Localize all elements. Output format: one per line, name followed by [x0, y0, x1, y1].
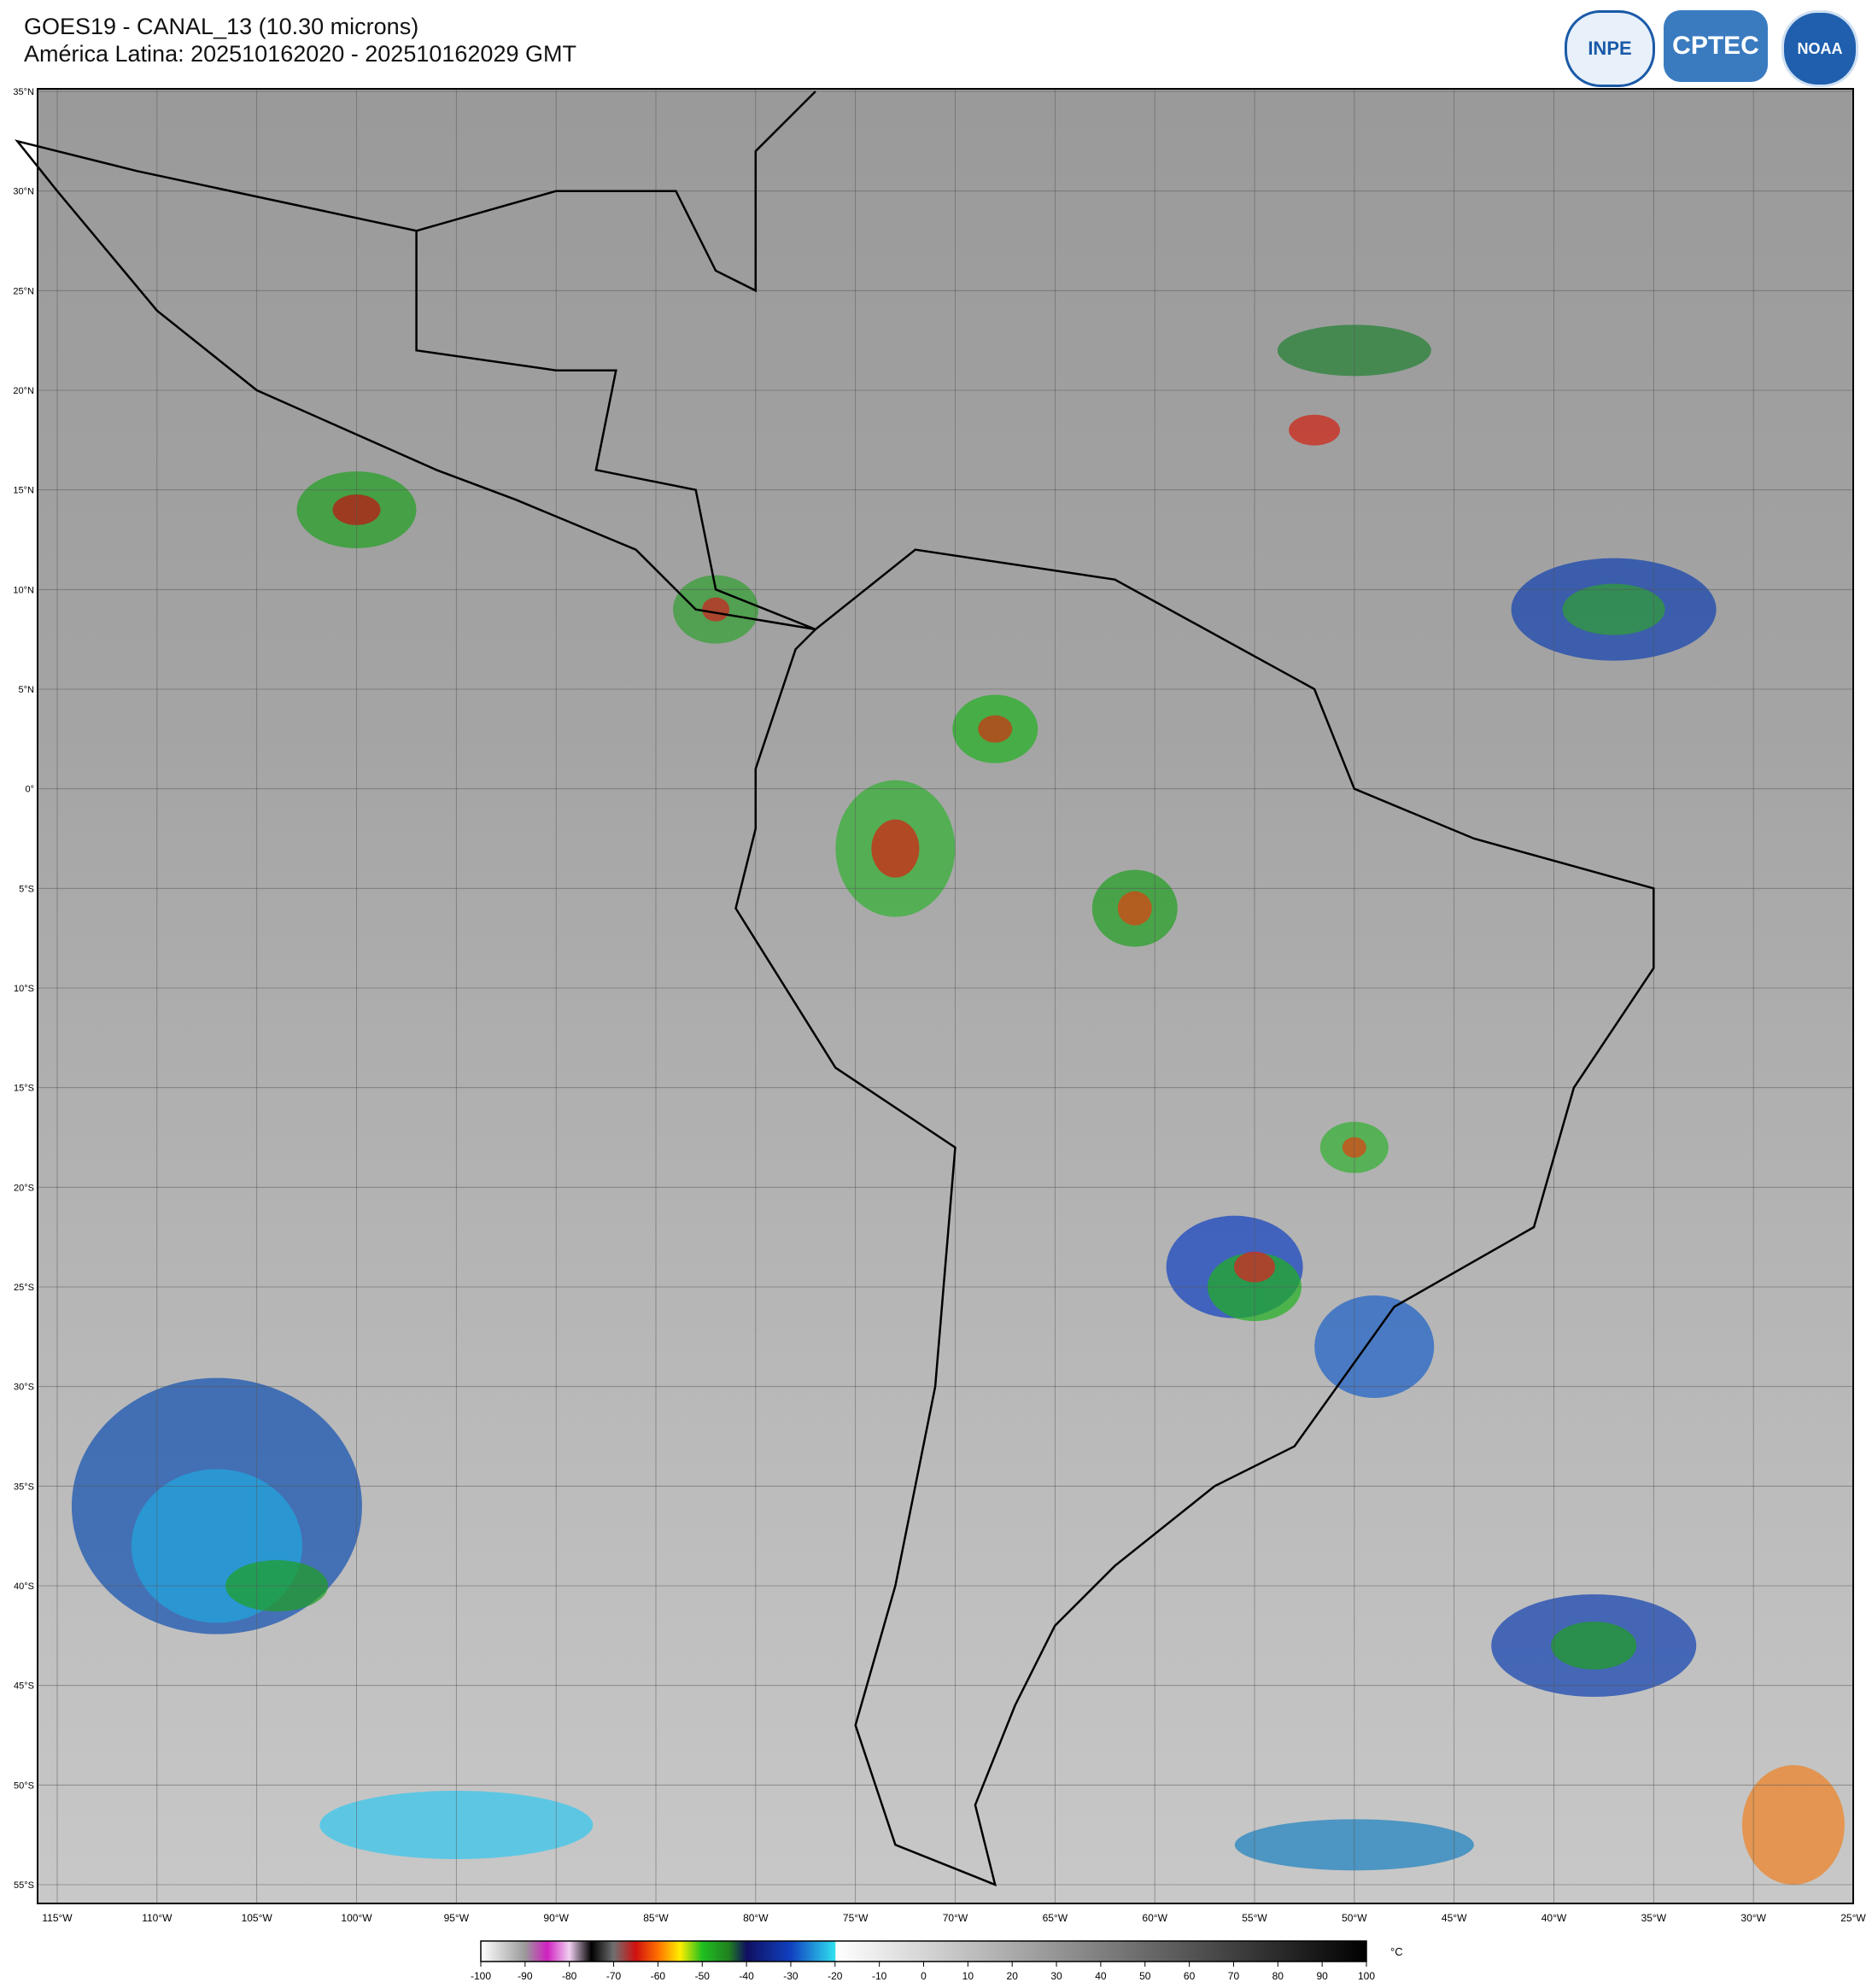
latitude-label: 30°N [13, 187, 34, 197]
longitude-label: 60°W [1142, 1912, 1167, 1924]
latitude-label: 55°S [14, 1880, 34, 1891]
longitude-label: 30°W [1740, 1912, 1766, 1924]
colorbar-tick-label: -60 [651, 1970, 666, 1982]
map-frame [37, 88, 1854, 1904]
colorbar-tick-label: -100 [471, 1970, 491, 1982]
latitude-label: 50°S [14, 1780, 34, 1791]
colorbar-tick-label: -40 [739, 1970, 754, 1982]
latitude-label: 30°S [14, 1383, 34, 1393]
cloud-cluster [1562, 583, 1665, 635]
latitude-label: 25°N [13, 286, 34, 296]
colorbar-tick-label: 50 [1139, 1970, 1151, 1982]
colorbar-tick-label: 80 [1272, 1970, 1284, 1982]
colorbar-tick-label: 10 [962, 1970, 974, 1982]
longitude-label: 80°W [743, 1912, 769, 1924]
subtitle: América Latina: 202510162020 - 202510162… [24, 41, 576, 67]
colorbar-tick-label: -80 [562, 1970, 577, 1982]
longitude-label: 25°W [1840, 1912, 1866, 1924]
longitude-label: 65°W [1043, 1912, 1068, 1924]
colorbar-unit: °C [1390, 1945, 1403, 1958]
longitude-label: 40°W [1541, 1912, 1567, 1924]
latitude-label: 15°N [13, 486, 34, 496]
longitude-label: 55°W [1242, 1912, 1267, 1924]
latitude-label: 25°S [14, 1283, 34, 1293]
latitude-label: 35°N [13, 87, 34, 97]
latitude-label: 15°S [14, 1084, 34, 1094]
colorbar-tick-label: -50 [695, 1970, 711, 1982]
cloud-cluster [1289, 414, 1341, 446]
latitude-label: 20°N [13, 386, 34, 396]
latitude-label: 10°S [14, 984, 34, 994]
cloud-cluster [1741, 1765, 1845, 1885]
colorbar-tick-label: 70 [1228, 1970, 1240, 1982]
colorbar-tick-label: 100 [1358, 1970, 1375, 1982]
cloud-cluster [702, 597, 730, 622]
cloud-cluster [1314, 1295, 1435, 1398]
longitude-label: 90°W [543, 1912, 569, 1924]
latitude-label: 35°S [14, 1482, 34, 1492]
colorbar-tick-label: -20 [828, 1970, 843, 1982]
colorbar-tick-label: 90 [1316, 1970, 1328, 1982]
longitude-label: 110°W [142, 1912, 173, 1924]
longitude-label: 95°W [444, 1912, 470, 1924]
colorbar-tick-label: 60 [1184, 1970, 1196, 1982]
colorbar-tick-label: -30 [783, 1970, 799, 1982]
colorbar-tick-label: 0 [921, 1970, 927, 1982]
longitude-label: 115°W [42, 1912, 73, 1924]
colorbar-tick-label: -70 [606, 1970, 622, 1982]
cloud-cluster [1551, 1622, 1637, 1669]
longitude-label: 50°W [1342, 1912, 1367, 1924]
colorbar-tick-label: 30 [1050, 1970, 1062, 1982]
cloud-cluster [978, 715, 1013, 743]
longitude-label: 100°W [341, 1912, 372, 1924]
colorbar-tick-label: -10 [872, 1970, 887, 1982]
cloud-cluster [1117, 891, 1152, 926]
logo-cptec: CPTEC [1664, 10, 1768, 82]
colorbar-tick-label: -90 [518, 1970, 533, 1982]
logo-noaa: NOAA [1781, 10, 1858, 87]
cloud-cluster [871, 819, 920, 878]
title: GOES19 - CANAL_13 (10.30 microns) [24, 14, 419, 39]
logo-inpe: INPE [1565, 10, 1655, 87]
longitude-label: 85°W [643, 1912, 669, 1924]
colorbar-tick-label: 20 [1007, 1970, 1019, 1982]
latitude-label: 20°S [14, 1183, 34, 1193]
latitude-label: 10°N [13, 585, 34, 595]
longitude-label: 45°W [1442, 1912, 1467, 1924]
longitude-label: 70°W [943, 1912, 968, 1924]
latitude-label: 0° [25, 785, 34, 795]
latitude-label: 5°N [19, 685, 35, 695]
longitude-label: 105°W [242, 1912, 273, 1924]
coastline [15, 91, 1655, 1887]
latitude-label: 40°S [14, 1582, 34, 1592]
colorbar [480, 1940, 1367, 1962]
longitude-label: 75°W [843, 1912, 869, 1924]
latitude-label: 45°S [14, 1681, 34, 1692]
latitude-label: 5°S [19, 884, 34, 894]
colorbar-tick-label: 40 [1095, 1970, 1107, 1982]
longitude-label: 35°W [1641, 1912, 1667, 1924]
